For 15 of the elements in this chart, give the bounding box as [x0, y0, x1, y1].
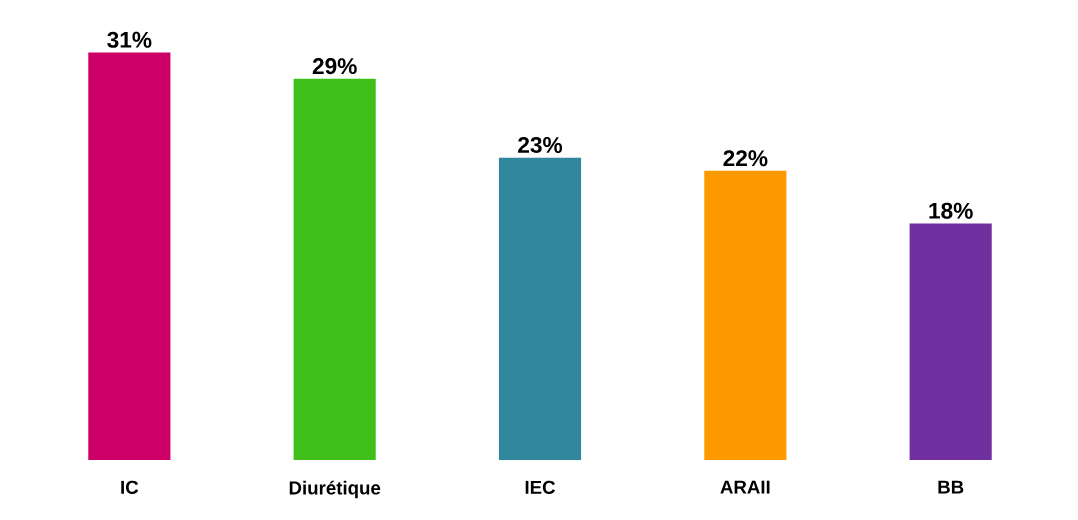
x-tick-label: IC: [121, 480, 139, 494]
x-tick-label: Diurétique: [289, 480, 381, 499]
data-label: 29%: [312, 58, 357, 75]
bar: [88, 52, 171, 460]
x-tick-label: IEC: [525, 480, 556, 494]
data-label: 22%: [723, 150, 768, 167]
data-label: 23%: [518, 136, 563, 154]
data-label: 18%: [929, 202, 973, 219]
bar: [909, 223, 992, 460]
x-tick-label: BB: [938, 480, 964, 494]
bar: [293, 78, 376, 460]
data-label: 31%: [107, 31, 152, 48]
x-tick-label: ARAII: [720, 480, 770, 494]
bar: [498, 157, 582, 460]
bar: [704, 170, 787, 460]
